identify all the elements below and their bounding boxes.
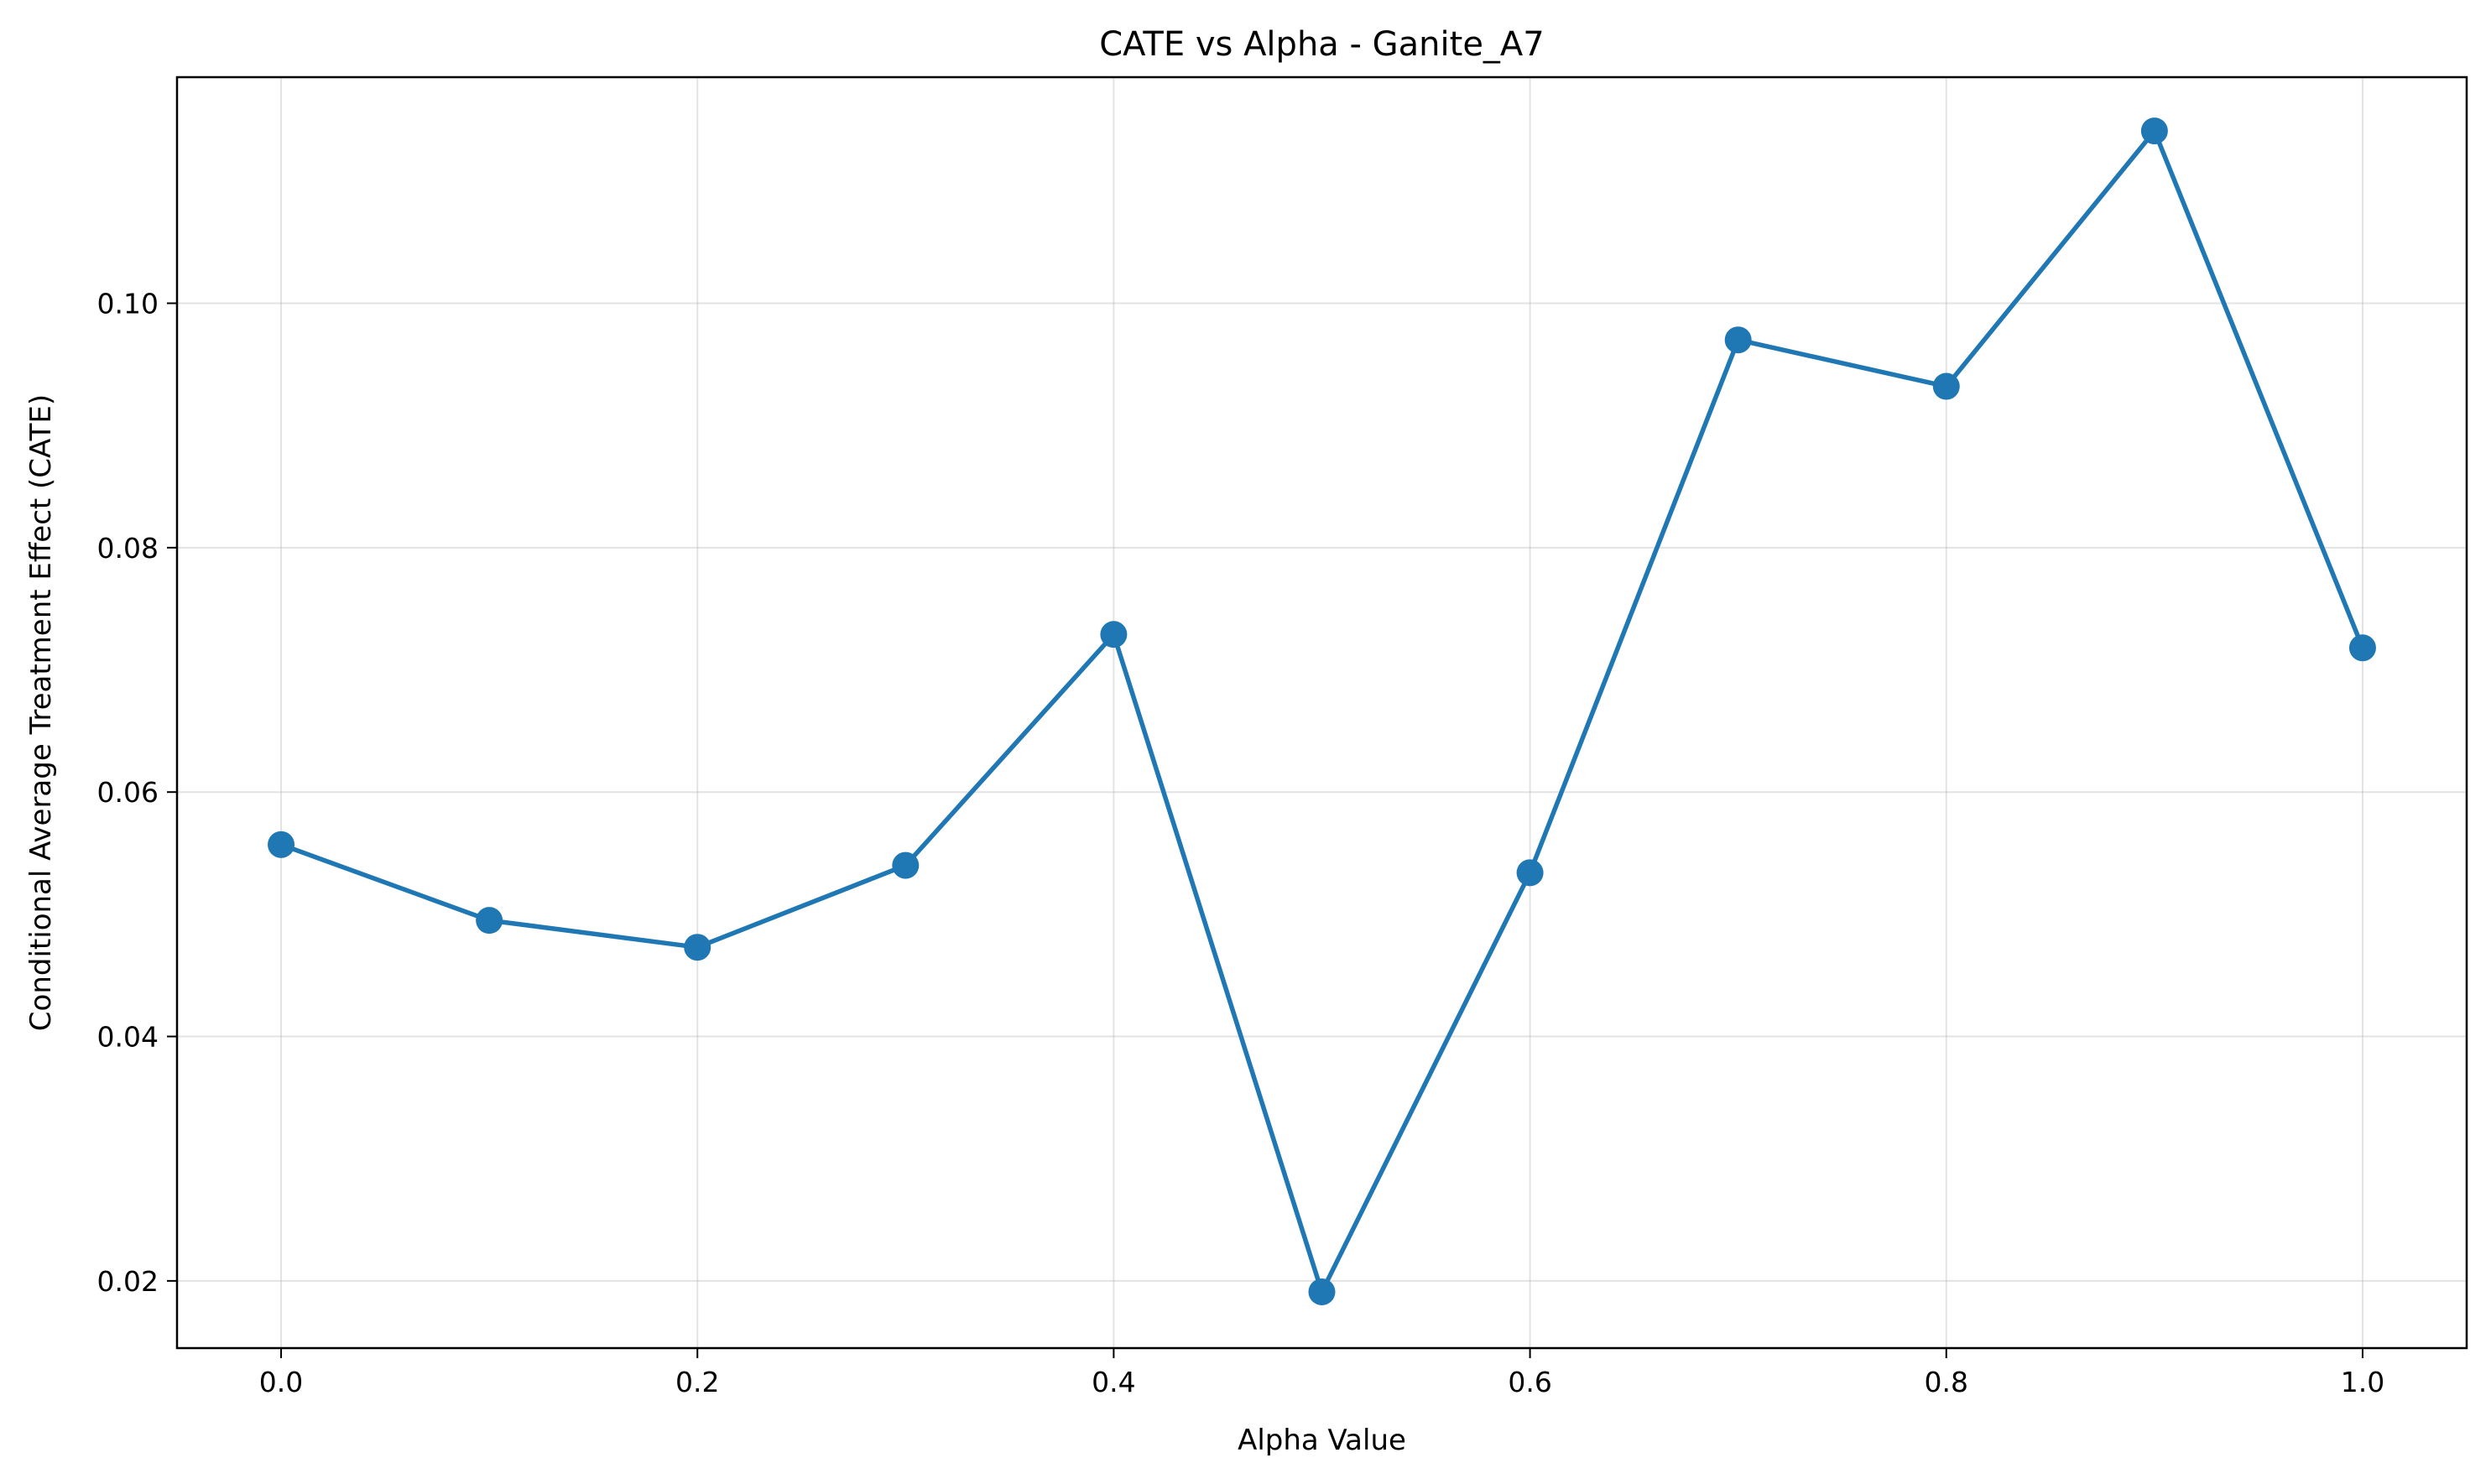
data-point — [892, 851, 920, 879]
data-point — [1724, 326, 1752, 354]
x-tick-label: 0.4 — [1092, 1366, 1135, 1398]
axis-ticks: 0.0 0.2 0.4 0.6 0.8 1.0 0.02 0.04 0.06 0.08 0.10 — [97, 287, 2385, 1398]
y-tick-label: 0.02 — [97, 1265, 159, 1298]
data-point — [1100, 621, 1128, 648]
x-tick-label: 0.8 — [1925, 1366, 1968, 1398]
data-point — [1308, 1278, 1336, 1305]
grid — [177, 77, 2467, 1348]
data-point — [684, 934, 711, 961]
y-axis-label: Conditional Average Treatment Effect (CA… — [24, 394, 58, 1031]
plot-frame — [175, 76, 2468, 1350]
x-tick-label: 0.6 — [1508, 1366, 1551, 1398]
data-point — [1932, 372, 1960, 400]
x-tick-label: 0.2 — [675, 1366, 719, 1398]
y-tick-label: 0.04 — [97, 1021, 159, 1054]
data-point — [2348, 634, 2376, 662]
y-tick-label: 0.10 — [97, 287, 159, 320]
data-point — [268, 831, 295, 858]
data-point — [2140, 117, 2168, 145]
x-tick-label: 0.0 — [259, 1366, 303, 1398]
x-tick-label: 1.0 — [2341, 1366, 2384, 1398]
y-tick-label: 0.06 — [97, 776, 159, 809]
y-tick-label: 0.08 — [97, 532, 159, 565]
chart-title: CATE vs Alpha - Ganite_A7 — [1099, 25, 1545, 64]
data-point — [1516, 859, 1544, 887]
data-series — [268, 117, 2376, 1305]
data-point — [476, 907, 503, 935]
x-axis-label: Alpha Value — [1238, 1424, 1406, 1457]
